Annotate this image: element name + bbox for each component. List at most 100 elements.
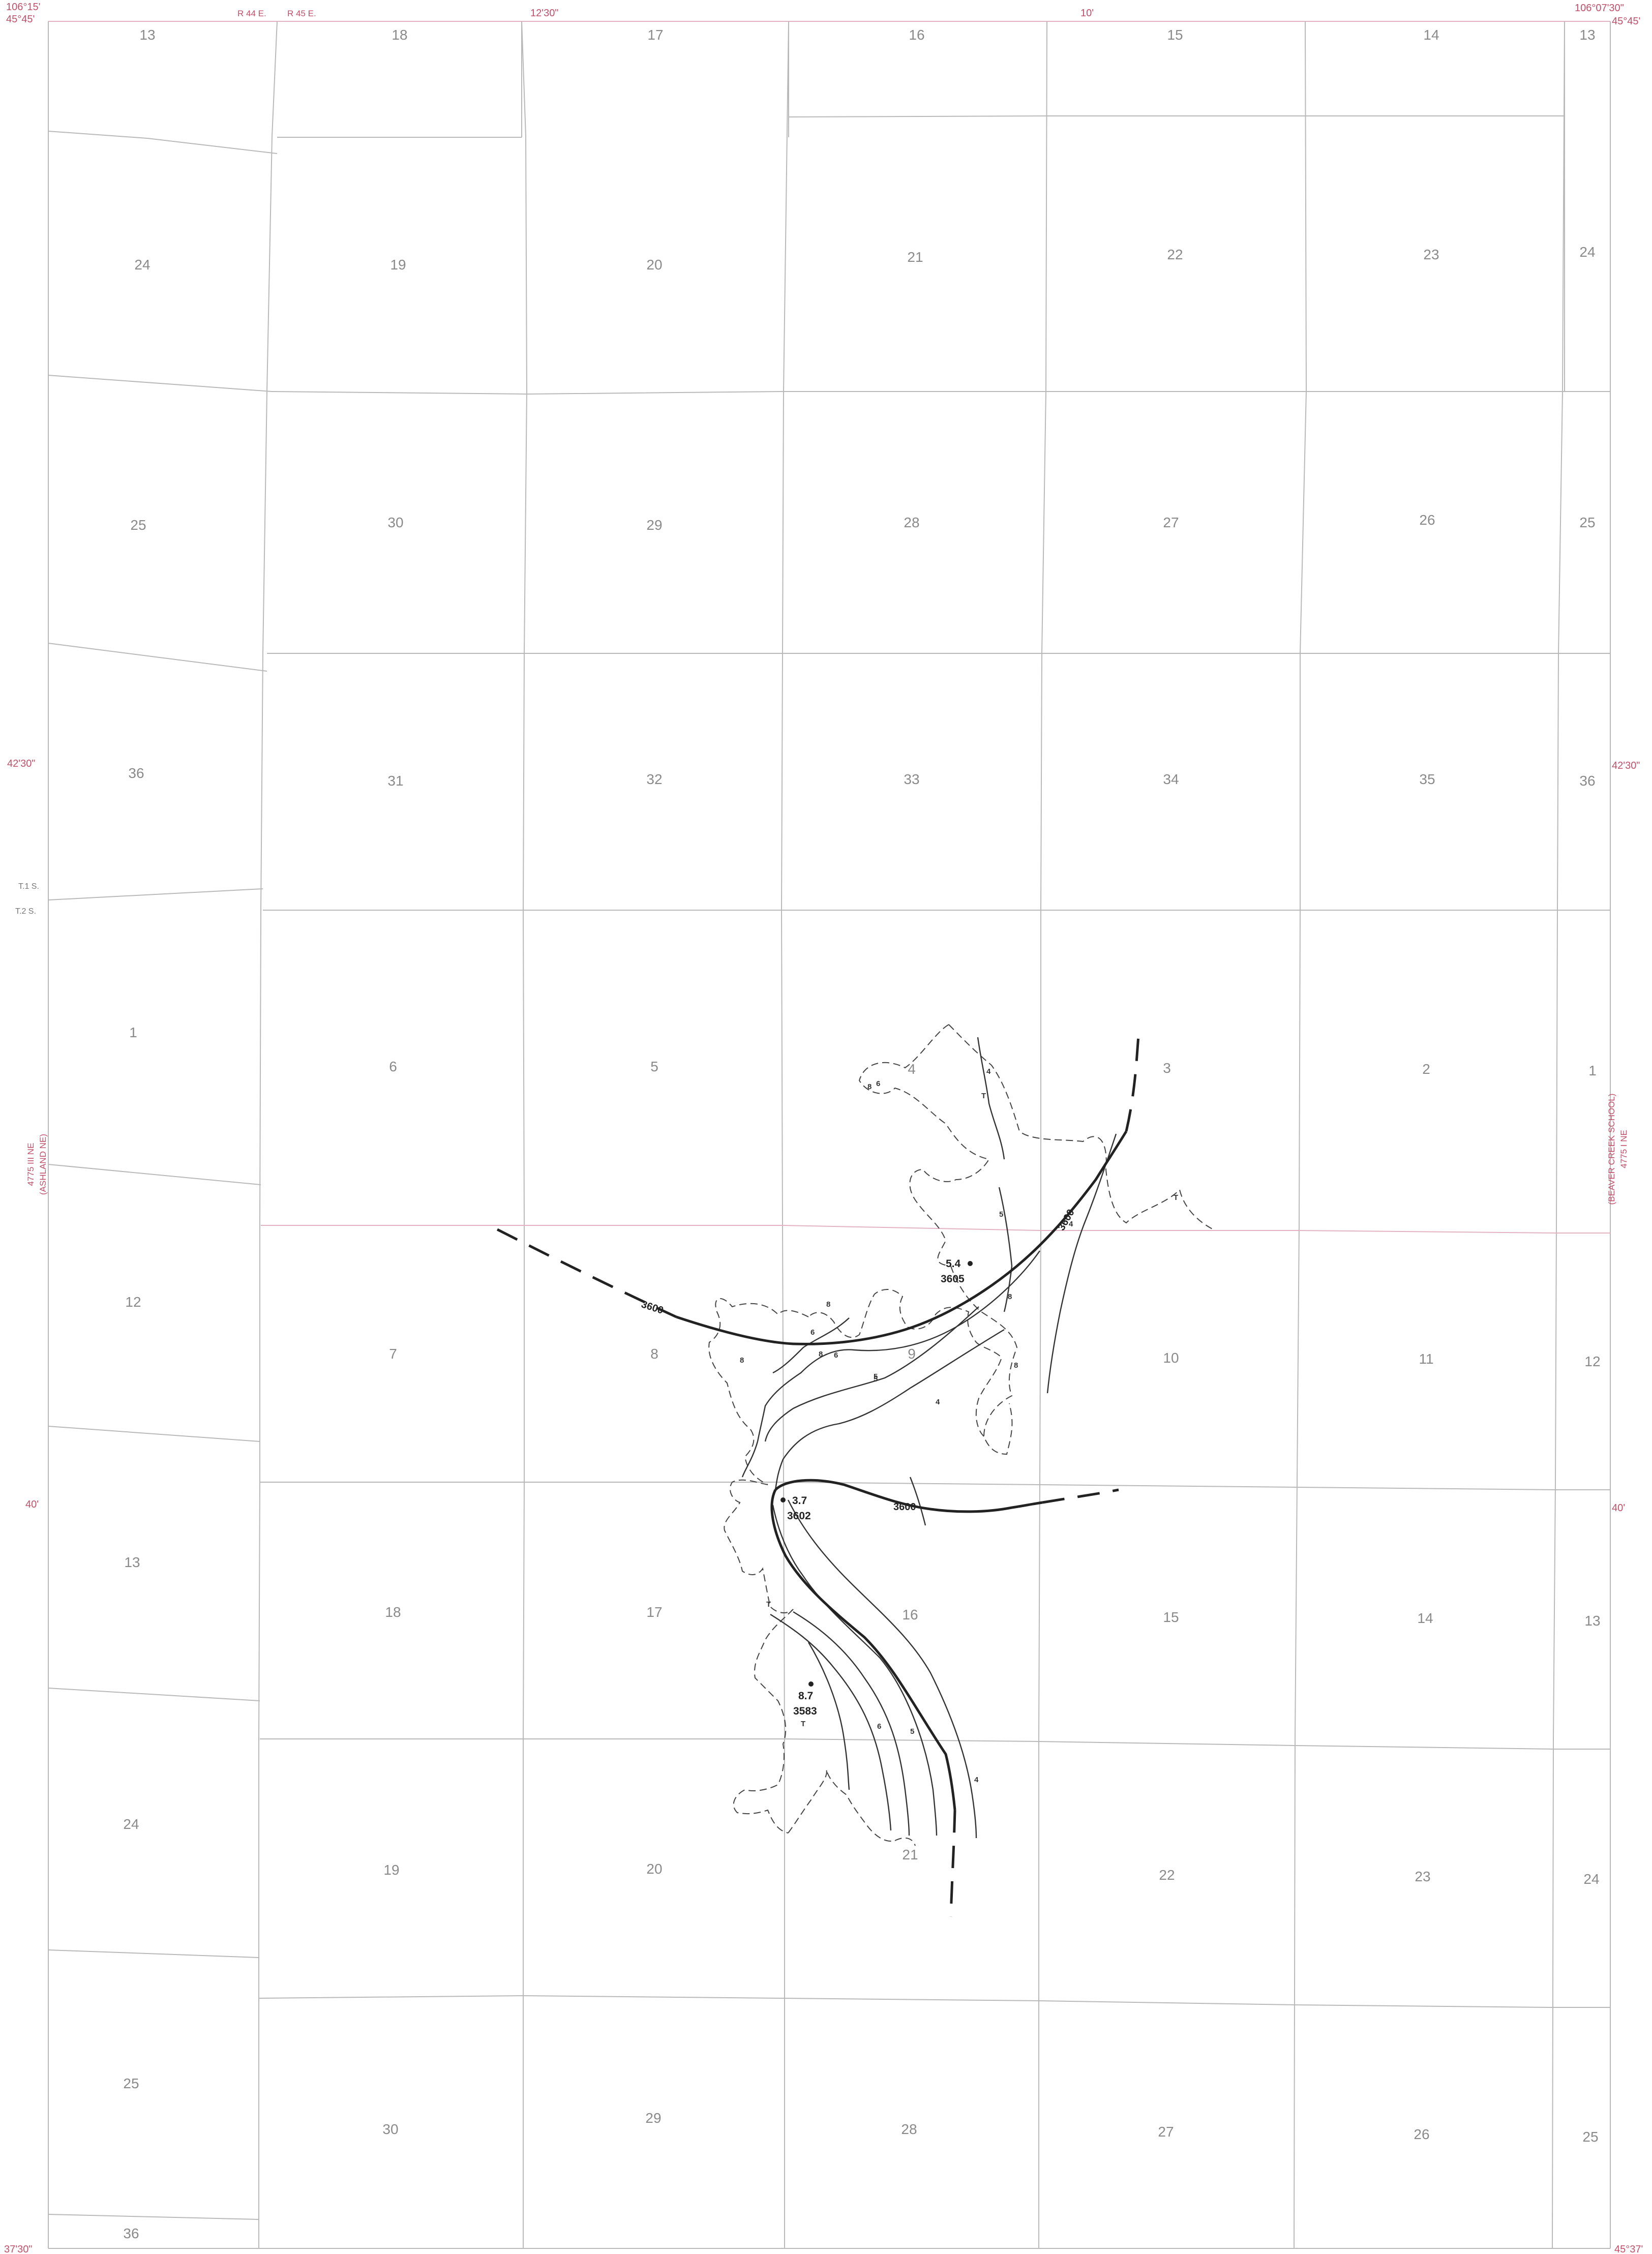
section-number: 31 <box>387 773 403 789</box>
outcrop-line <box>724 1479 794 1613</box>
structure-contour-line <box>1042 1488 1119 1504</box>
section-number: 14 <box>1417 1610 1433 1626</box>
section-number: 36 <box>123 2226 139 2241</box>
section-number: 23 <box>1423 247 1439 262</box>
isopach-line <box>764 1306 979 1442</box>
section-number: 8 <box>650 1346 658 1362</box>
adjoining-quad-code-right: 4775 I NE <box>1619 1130 1629 1168</box>
section-number: 6 <box>389 1059 397 1074</box>
outcrop-line <box>708 1298 809 1485</box>
isopach-line <box>807 1642 850 1790</box>
section-number: 33 <box>904 771 919 787</box>
isopach-label: 8 <box>819 1350 823 1359</box>
section-number: 11 <box>1419 1351 1433 1367</box>
latitude-label-low-right: 40' <box>1612 1502 1625 1514</box>
section-number: 13 <box>139 27 155 43</box>
structure-contour-line <box>676 1130 1128 1345</box>
outcrop-line <box>733 1609 794 1834</box>
drill-hole-marker <box>780 1497 786 1502</box>
latitude-label-top-left: 45°45' <box>6 14 35 25</box>
isopach-label: 4 <box>936 1398 940 1406</box>
section-number: 12 <box>1584 1354 1600 1369</box>
isopach-line <box>741 1441 759 1478</box>
township-label-upper: T.1 S. <box>18 882 39 891</box>
section-number: 15 <box>1163 1609 1179 1625</box>
section-number: 36 <box>128 765 144 781</box>
section-number: 5 <box>650 1059 658 1074</box>
isopach-line <box>793 1611 910 1836</box>
section-numbers: 13 18 17 16 15 14 13 24 19 20 21 22 23 2… <box>123 27 1600 2241</box>
section-number: 25 <box>130 517 146 533</box>
section-number: 7 <box>389 1346 397 1362</box>
latitude-label-bottom-left: 37'30" <box>4 2244 32 2254</box>
drill-hole-marker <box>808 1681 814 1687</box>
section-number: 19 <box>390 257 406 273</box>
township-label-lower: T.2 S. <box>15 907 36 916</box>
structure-contour-line <box>774 1479 1043 1513</box>
thin-coal-marker: T <box>766 1600 771 1609</box>
section-number: 21 <box>907 249 923 265</box>
structure-contour-label: 3600 <box>1056 1208 1076 1233</box>
isopach-line <box>998 1187 1013 1312</box>
isopach-label: 5 <box>874 1375 878 1384</box>
isopach-line <box>772 1317 850 1374</box>
outcrop-line <box>858 1024 990 1267</box>
latitude-label-bottom-right: 45°37' <box>1614 2244 1643 2254</box>
section-number: 23 <box>1415 1869 1430 1884</box>
section-number: 10 <box>1163 1350 1179 1366</box>
isopach-label: 8 <box>740 1356 744 1365</box>
isopach-label: 5 <box>999 1210 1003 1219</box>
section-number: 12 <box>125 1294 141 1310</box>
structure-contour-line <box>1125 1027 1140 1132</box>
adjoining-quad-name-right: (BEAVER CREEK SCHOOL) <box>1607 1094 1616 1205</box>
section-number: 22 <box>1167 247 1183 262</box>
isopach-label: 6 <box>877 1722 881 1731</box>
isopach-line <box>770 1613 892 1831</box>
structure-contour-line <box>770 1489 956 1811</box>
section-number: 26 <box>1414 2126 1429 2142</box>
thin-coal-marker: T <box>801 1720 805 1728</box>
outcrop-line <box>950 1266 1018 1455</box>
section-number: 35 <box>1419 771 1435 787</box>
isopach-line <box>909 1477 926 1526</box>
latitude-label-mid-left: 42'30" <box>7 758 35 769</box>
structure-contour-line <box>949 1810 956 1917</box>
isopach-label: 5 <box>910 1727 914 1736</box>
section-number: 18 <box>392 27 407 43</box>
section-number: 30 <box>387 515 403 530</box>
isopach-label: 6 <box>834 1351 838 1360</box>
section-number: 34 <box>1163 771 1179 787</box>
section-number: 29 <box>646 517 662 533</box>
section-number: 20 <box>646 1861 662 1877</box>
section-number: 9 <box>908 1346 916 1362</box>
drill-holes: 5.4 3605 3.7 3602 8.7 3583 <box>780 1258 973 1717</box>
section-number: 13 <box>1584 1613 1600 1629</box>
section-number: 36 <box>1579 773 1595 789</box>
section-number: 27 <box>1163 515 1179 530</box>
outcrop-line <box>894 1837 916 1846</box>
section-number: 1 <box>129 1025 137 1040</box>
isopach-line <box>772 1505 938 1836</box>
range-label-left: R 44 E. <box>237 9 266 18</box>
section-number: 28 <box>901 2121 917 2137</box>
section-number: 29 <box>645 2110 661 2126</box>
isopach-label: 8 <box>1014 1361 1018 1370</box>
isopach-lines <box>741 1037 1117 1839</box>
structure-contour-label: 3600 <box>893 1501 916 1513</box>
coal-outcrop-lines <box>708 1024 1216 1846</box>
longitude-label-left: 106°15' <box>6 2 40 13</box>
isopach-label: 6 <box>876 1079 880 1088</box>
section-number: 24 <box>1583 1871 1599 1887</box>
outcrop-line <box>788 1769 895 1842</box>
isopach-label: 8 <box>867 1083 872 1091</box>
adjoining-quad-name-left: (ASHLAND NE) <box>38 1134 48 1195</box>
section-number: 24 <box>123 1816 139 1832</box>
isopach-label: 8 <box>1008 1293 1012 1301</box>
isopach-label: 4 <box>986 1067 991 1076</box>
section-number: 17 <box>647 27 663 43</box>
section-number: 26 <box>1419 512 1435 528</box>
outcrop-line <box>808 1288 1003 1437</box>
drill-hole-thickness: 8.7 <box>798 1690 813 1702</box>
section-number: 1 <box>1588 1063 1597 1078</box>
